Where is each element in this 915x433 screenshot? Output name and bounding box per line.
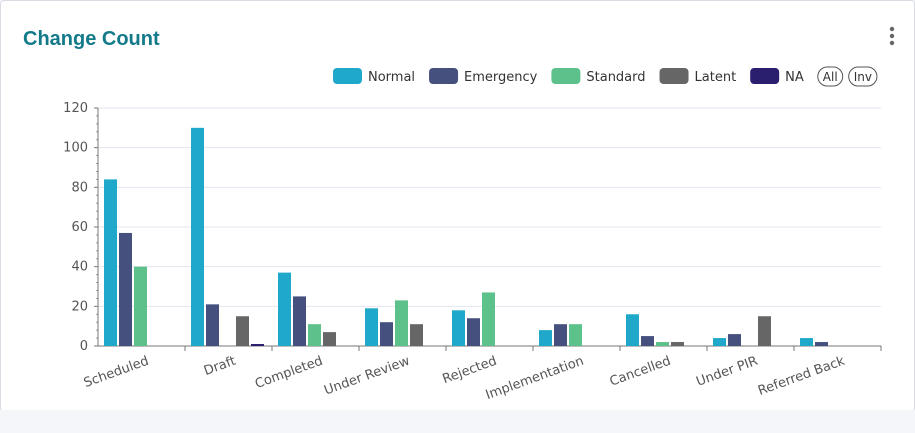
legend-swatch: [551, 68, 581, 84]
x-tick-label: Referred Back: [756, 354, 847, 399]
legend-button[interactable]: Inv: [848, 66, 878, 87]
legend-swatch: [333, 68, 362, 84]
bar: [308, 324, 321, 346]
bar: [119, 232, 132, 346]
menu-dot: [889, 26, 895, 32]
legend-label: Latent: [695, 70, 737, 85]
bar: [134, 266, 147, 346]
bar: [104, 179, 117, 346]
chart-title: Change Count: [23, 28, 160, 50]
bar: [467, 318, 480, 346]
y-tick-label: 100: [63, 141, 88, 156]
bar: [236, 316, 249, 346]
bar: [482, 292, 495, 346]
bar: [713, 338, 726, 346]
x-tick-label: Implementation: [484, 354, 586, 403]
y-tick-label: 40: [71, 260, 88, 275]
bar: [251, 344, 264, 346]
x-tick-label: Completed: [253, 354, 325, 392]
legend-item[interactable]: Normal: [333, 68, 415, 85]
bar: [728, 334, 741, 346]
legend-label: Emergency: [464, 70, 538, 85]
bar: [569, 324, 582, 346]
menu[interactable]: [889, 26, 895, 46]
bar: [800, 338, 813, 346]
bar: [641, 336, 654, 346]
bar: [293, 296, 306, 346]
legend-label: NA: [785, 70, 804, 85]
x-tick-label: Draft: [202, 354, 238, 379]
bar: [758, 316, 771, 346]
menu-dot: [889, 40, 895, 46]
legend-button-border: [848, 66, 878, 87]
legend-label: Standard: [586, 70, 645, 85]
legend-swatch: [659, 68, 689, 84]
bar: [626, 314, 639, 346]
bar: [452, 310, 465, 346]
legend-button-label: All: [823, 70, 838, 84]
y-tick-label: 80: [71, 180, 88, 195]
legend: Normal Emergency Standard Latent NA All Inv: [333, 66, 878, 87]
bar: [278, 272, 291, 346]
legend-item[interactable]: NA: [750, 68, 804, 85]
x-tick-label: Rejected: [441, 354, 499, 387]
bar: [191, 127, 204, 346]
bar: [656, 342, 669, 346]
x-tick-label: Under PIR: [694, 354, 759, 390]
y-tick-label: 120: [63, 101, 88, 116]
bar: [206, 304, 219, 346]
x-tick-label: Cancelled: [608, 354, 673, 390]
x-tick-label: Under Review: [322, 354, 412, 399]
bar: [365, 308, 378, 346]
bar: [380, 322, 393, 346]
bar: [554, 324, 567, 346]
legend-button-border: [817, 66, 844, 87]
legend-item[interactable]: Emergency: [429, 68, 538, 85]
bar: [671, 342, 684, 346]
bar: [410, 324, 423, 346]
bar: [815, 342, 828, 346]
legend-label: Normal: [368, 70, 415, 85]
legend-button-label: Inv: [854, 70, 872, 84]
bar: [539, 330, 552, 346]
menu-dot: [889, 33, 895, 39]
legend-swatch: [750, 68, 780, 84]
legend-item[interactable]: Latent: [659, 68, 737, 85]
y-tick-label: 60: [71, 220, 88, 235]
legend-item[interactable]: Standard: [551, 68, 646, 85]
x-tick-label: Scheduled: [82, 354, 151, 391]
y-tick-label: 20: [71, 299, 88, 314]
footer-strip: [0, 410, 915, 433]
bar: [395, 300, 408, 346]
y-tick-label: 0: [80, 339, 88, 354]
chart: Change Count 0 20 40 60 80 100 120 Scheduled Dra…: [23, 26, 895, 403]
legend-swatch: [429, 68, 459, 84]
card: Change Count 0 20 40 60 80 100 120 Scheduled Dra…: [0, 0, 915, 412]
bar: [323, 332, 336, 346]
legend-button[interactable]: All: [817, 66, 844, 87]
